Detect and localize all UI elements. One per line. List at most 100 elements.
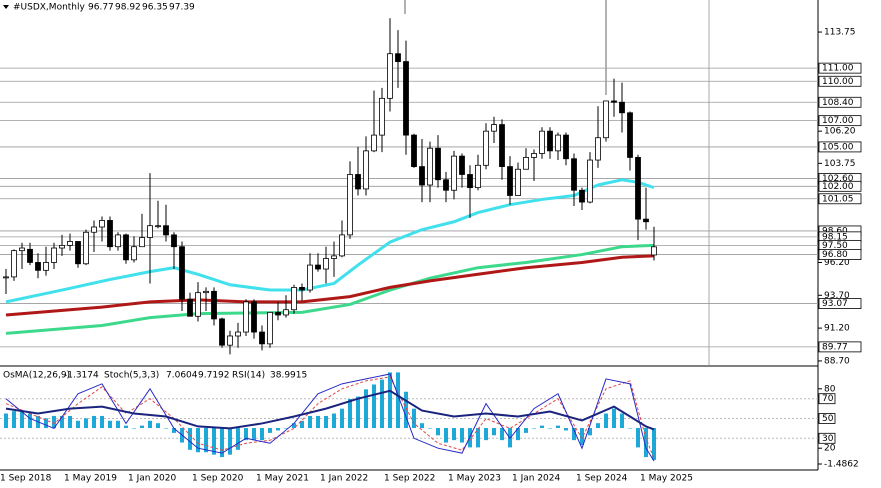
osma-bar: [236, 428, 240, 450]
level-label: 93.07: [822, 299, 848, 309]
candle-body: [83, 231, 89, 265]
osma-bar: [60, 415, 64, 429]
osma-bar: [164, 428, 168, 429]
osma-tick-label: -1.4862: [824, 460, 859, 470]
candle-body: [547, 130, 553, 152]
candle-body: [611, 100, 617, 103]
candle-body: [43, 262, 49, 271]
level-label-box: [818, 75, 862, 87]
candle-body: [515, 168, 521, 196]
candle-body: [147, 225, 153, 238]
osma-bar: [588, 428, 592, 436]
osma-bar: [652, 428, 656, 460]
osma-bar: [268, 428, 272, 433]
y-tick-label: 20: [824, 444, 836, 454]
osma-bar: [260, 428, 264, 441]
level-label-box: [818, 432, 836, 444]
osma-bar: [220, 428, 224, 458]
candle-body: [435, 147, 441, 181]
candle-body: [387, 53, 393, 99]
osma-bar: [644, 428, 648, 458]
candle-body: [299, 287, 305, 291]
candle-body: [619, 101, 625, 114]
osma-bar: [564, 428, 568, 431]
osma-bar: [572, 428, 576, 441]
candle-body: [475, 164, 481, 189]
osma-bar: [404, 391, 408, 429]
osma-bar: [196, 428, 200, 453]
moving-average: [5, 178, 655, 304]
x-tick-label: 1 May 2025: [640, 474, 693, 484]
osma-bar: [308, 415, 312, 429]
candle-body: [283, 309, 289, 316]
candle-body: [171, 234, 177, 248]
candle-body: [483, 130, 489, 166]
osma-bar: [276, 428, 280, 431]
osma-bar: [420, 423, 424, 429]
osma-bar: [372, 384, 376, 429]
candle-body: [139, 237, 145, 248]
y-tick-label: 113.75: [824, 28, 856, 38]
osma-bar: [348, 399, 352, 429]
osma-bar: [428, 428, 432, 429]
y-tick-label: 88.70: [824, 356, 850, 366]
osma-bar: [612, 408, 616, 429]
candle-body: [331, 255, 337, 259]
x-tick-label: 1 Jan 2020: [128, 474, 176, 484]
candle-body: [275, 311, 281, 316]
osma-bar: [188, 428, 192, 450]
candle-body: [403, 61, 409, 136]
candle-body: [315, 264, 321, 270]
level-label: 30: [822, 434, 834, 444]
rsi-title: RSI(14): [232, 371, 265, 381]
osma-bar: [84, 418, 88, 429]
osma-bar: [76, 420, 80, 429]
x-tick-label: 1 Jan 2022: [320, 474, 368, 484]
ohlc-high: 98.92: [115, 3, 141, 13]
candle-body: [339, 234, 345, 257]
level-label: 97.50: [822, 241, 848, 251]
osma-bar: [620, 413, 624, 429]
candle-body: [227, 335, 233, 346]
candle-body: [651, 246, 657, 256]
level-label: 101.05: [822, 194, 854, 204]
level-label-box: [818, 413, 836, 424]
osma-bar: [204, 428, 208, 453]
menu-arrow[interactable]: [3, 5, 9, 9]
osma-bar: [532, 428, 536, 429]
rsi-value: 38.9915: [270, 371, 307, 381]
osma-bar: [292, 423, 296, 429]
candle-body: [187, 298, 193, 317]
candle-body: [555, 134, 561, 152]
candle-body: [499, 124, 505, 168]
candle-body: [259, 331, 265, 345]
candle-body: [355, 174, 361, 190]
ohlc-close: 97.39: [169, 3, 195, 13]
candle-body: [203, 290, 209, 294]
osma-bar: [316, 415, 320, 429]
candle-body: [395, 53, 401, 62]
candle-body: [51, 247, 57, 263]
level-label: 50: [822, 414, 834, 424]
candle-body: [235, 331, 241, 337]
osma-bar: [356, 396, 360, 429]
level-label-box: [818, 96, 862, 108]
candle-body: [27, 248, 33, 263]
osma-bar: [436, 428, 440, 436]
candle-body: [563, 134, 569, 160]
osma-bar: [340, 408, 344, 429]
candle-body: [155, 225, 161, 228]
level-label: 110.00: [822, 77, 854, 87]
ohlc-open: 96.77: [88, 3, 114, 13]
y-tick-label: 103.75: [824, 159, 856, 169]
candle-body: [643, 218, 649, 223]
candle-body: [35, 262, 41, 271]
osma-bar: [476, 428, 480, 448]
osma-bar: [604, 413, 608, 429]
candle-body: [371, 134, 377, 152]
candle-body: [179, 246, 185, 300]
candle-body: [211, 290, 217, 320]
level-label: 96.80: [822, 250, 848, 260]
osma-bar: [252, 428, 256, 441]
